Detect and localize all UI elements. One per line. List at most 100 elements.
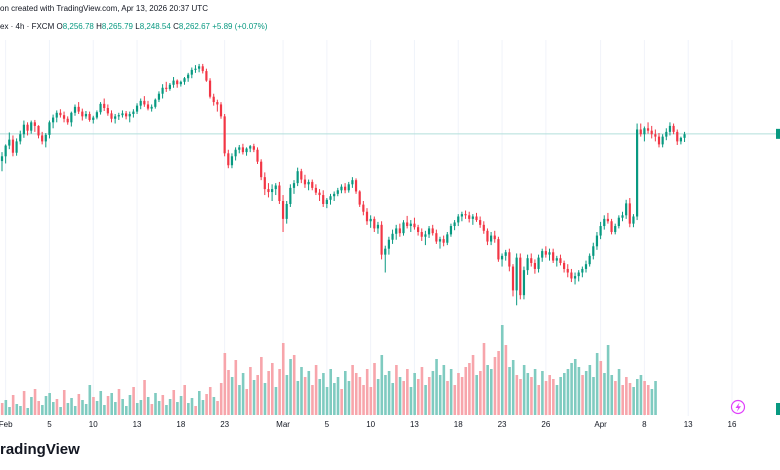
volume-bar [541,371,544,415]
volume-bar [354,373,358,415]
candle-body [617,217,620,227]
candle-body [135,105,139,112]
candle-body [577,272,580,277]
candle-body [646,128,650,131]
candle-body [344,186,347,191]
volume-bar [595,353,599,415]
volume-bar [157,401,161,415]
candle-body [8,139,11,146]
candle-body [592,246,595,256]
volume-bar [493,357,497,415]
chart-header-ohlc: ex · 4h · FXCM O8,256.78 H8,265.79 L8,24… [0,22,267,31]
candle-body [424,234,427,237]
candle-body [212,96,215,103]
candle-body [519,257,522,296]
candle-body [668,125,672,132]
symbol-label: ex · 4h · FXCM [0,22,55,31]
volume-bar [4,400,8,415]
volume-bar [628,383,632,415]
candle-body [643,128,646,135]
volume-bar [187,403,190,415]
candle-body [52,117,55,123]
volume-bar [205,394,208,415]
candle-body [216,102,219,105]
candle-body [610,221,613,232]
candle-body [252,146,255,150]
candle-body [11,139,15,153]
candle-body [106,108,109,114]
candle-body [347,184,350,191]
candle-body [533,262,536,269]
volume-bar [121,399,124,415]
volume-bar [333,383,336,415]
volume-bar [599,361,603,415]
volume-bar [322,373,325,415]
volume-bar [30,397,33,415]
candle-body [143,100,146,105]
volume-bar [198,391,201,415]
volume-bar [241,373,245,415]
volume-bar [588,365,592,415]
volume-bar [464,367,468,415]
volume-bar [340,389,343,415]
candle-body [318,192,321,196]
candle-body [661,136,664,145]
candle-body [340,186,343,191]
volume-bar [358,377,362,415]
candle-body [125,113,128,117]
candle-body [165,87,168,89]
candle-body [300,171,303,180]
volume-bar [446,381,449,415]
volume-bar [362,385,365,415]
volume-bar [41,405,44,415]
candle-body [435,233,438,242]
volume-bar [636,379,639,415]
candle-body [267,189,270,193]
volume-bar [617,369,621,415]
candle-body [621,215,624,218]
candle-body [37,125,40,136]
candle-body [19,134,22,142]
candle-body [88,113,91,120]
candle-body [183,78,186,82]
x-tick-label: 10 [89,420,98,429]
volume-bar [398,377,402,415]
volume-bar [212,397,216,415]
volume-bar [537,385,541,415]
volume-bar [223,353,227,415]
volume-bar [417,379,420,415]
x-tick-label: 23 [498,420,507,429]
volume-bar [559,377,562,415]
candle-body [358,191,361,205]
volume-bar [99,391,103,415]
candle-body [632,216,635,224]
volume-bar [314,365,318,415]
candle-body [172,80,175,85]
lightning-icon-glyph [735,402,741,412]
candle-body [103,103,106,109]
candle-body [121,113,124,116]
low-value: 8,248.54 [139,22,171,31]
volume-bar [11,395,15,415]
volume-bar [230,377,234,415]
volume-bar [249,367,252,415]
candle-body [4,145,7,157]
volume-bar [373,363,376,415]
volume-bar [584,371,588,415]
volume-bar [654,381,657,415]
candle-body [110,113,113,119]
volume-bar [577,367,581,415]
candle-body [117,115,120,117]
volume-scale-label [776,403,780,415]
volume-bar [511,360,515,415]
candle-body [442,239,445,243]
volume-bar [201,400,205,415]
candle-body [628,203,631,224]
high-value: 8,265.79 [101,22,133,31]
candle-body [504,252,507,256]
x-tick-label: 5 [47,420,52,429]
candle-body [150,106,153,109]
volume-bar [37,401,40,415]
